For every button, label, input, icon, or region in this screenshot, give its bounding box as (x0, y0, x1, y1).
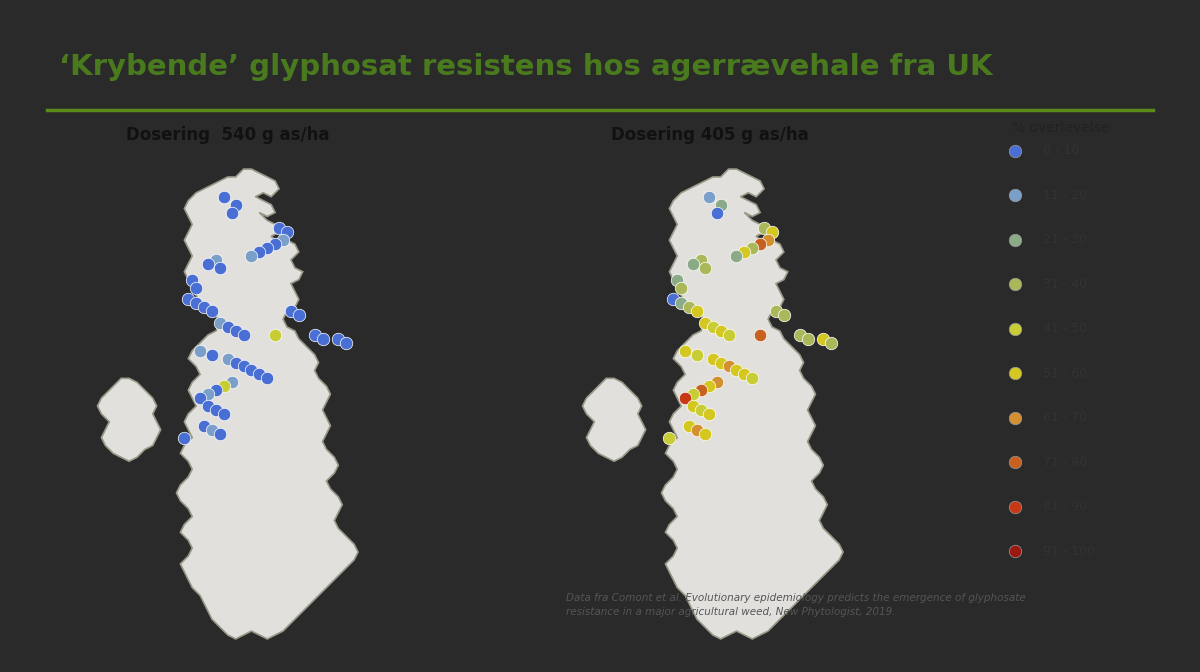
Polygon shape (661, 169, 844, 639)
Text: 91 - 100: 91 - 100 (1043, 544, 1096, 558)
Text: 41 - 50: 41 - 50 (1043, 322, 1087, 335)
Text: % overlevelse: % overlevelse (1012, 121, 1109, 135)
Polygon shape (97, 378, 161, 461)
Text: ‘Krybende’ glyphosat resistens hos agerrævehale fra UK: ‘Krybende’ glyphosat resistens hos agerr… (59, 53, 992, 81)
Text: 21 - 30: 21 - 30 (1043, 233, 1087, 246)
Text: Dosering  540 g as/ha: Dosering 540 g as/ha (126, 126, 330, 144)
Text: 51 - 60: 51 - 60 (1043, 367, 1087, 380)
Text: 61 - 70: 61 - 70 (1043, 411, 1087, 424)
Text: 71 - 80: 71 - 80 (1043, 456, 1087, 468)
Text: 11 - 20: 11 - 20 (1043, 189, 1087, 202)
Polygon shape (582, 378, 646, 461)
Polygon shape (176, 169, 358, 639)
Text: 31 - 40: 31 - 40 (1043, 278, 1087, 290)
Text: 81 - 90: 81 - 90 (1043, 500, 1087, 513)
Text: Dosering 405 g as/ha: Dosering 405 g as/ha (611, 126, 809, 144)
Text: Data fra Comont et al. Evolutionary epidemiology predicts the emergence of glyph: Data fra Comont et al. Evolutionary epid… (566, 593, 1026, 618)
Text: 0 - 10: 0 - 10 (1043, 144, 1080, 157)
